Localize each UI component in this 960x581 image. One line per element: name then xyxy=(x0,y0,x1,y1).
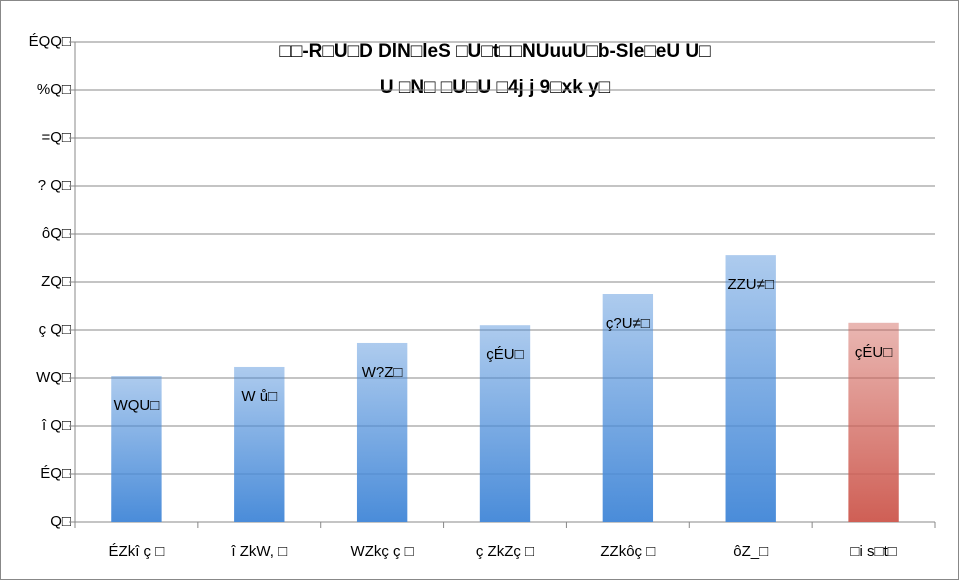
x-tick-label: î ZkW, □ xyxy=(230,543,287,560)
bar xyxy=(848,322,899,522)
data-label: WQU□ xyxy=(114,397,160,414)
data-label: çÉU□ xyxy=(855,344,892,361)
y-tick-label: %Q□ xyxy=(37,81,71,98)
y-tick-label: ÉQQ□ xyxy=(29,33,71,50)
bar xyxy=(602,294,654,522)
chart-title: □□-R□U□D DlN□leS □U□t□□NUuuU□b-Sle□eU U□ xyxy=(279,41,711,62)
x-tick-label: ôZ_□ xyxy=(733,543,768,560)
y-tick-label: î Q□ xyxy=(41,417,71,434)
x-tick-label: □i s□t□ xyxy=(850,543,896,560)
bar xyxy=(725,255,776,522)
x-tick-label: WZkç ç □ xyxy=(351,543,414,560)
y-tick-label: WQ□ xyxy=(36,369,71,386)
y-tick-label: ç Q□ xyxy=(39,321,71,338)
chart-subtitle: U □N□ □U□U □4j j 9□xk y□ xyxy=(380,77,611,98)
y-tick-label: ÉQ□ xyxy=(40,465,71,482)
bar xyxy=(234,366,285,522)
y-tick-label: Q□ xyxy=(50,513,71,530)
bar xyxy=(356,342,408,522)
y-tick-label: ? Q□ xyxy=(38,177,71,194)
data-label: W ů□ xyxy=(241,388,277,405)
data-label: W?Z□ xyxy=(362,364,403,381)
data-label: ZZU≠□ xyxy=(727,276,773,293)
data-label: çÉU□ xyxy=(486,346,523,363)
y-tick-label: ôQ□ xyxy=(42,225,71,242)
x-tick-label: ÉZkî ç □ xyxy=(109,543,165,560)
bar xyxy=(111,376,162,522)
data-label: ç?U≠□ xyxy=(606,315,650,332)
x-tick-label: ZZkôç □ xyxy=(600,543,655,560)
y-tick-label: =Q□ xyxy=(42,129,72,146)
x-tick-label: ç ZkZç □ xyxy=(476,543,534,560)
bar xyxy=(479,325,531,522)
y-tick-label: ZQ□ xyxy=(41,273,71,290)
